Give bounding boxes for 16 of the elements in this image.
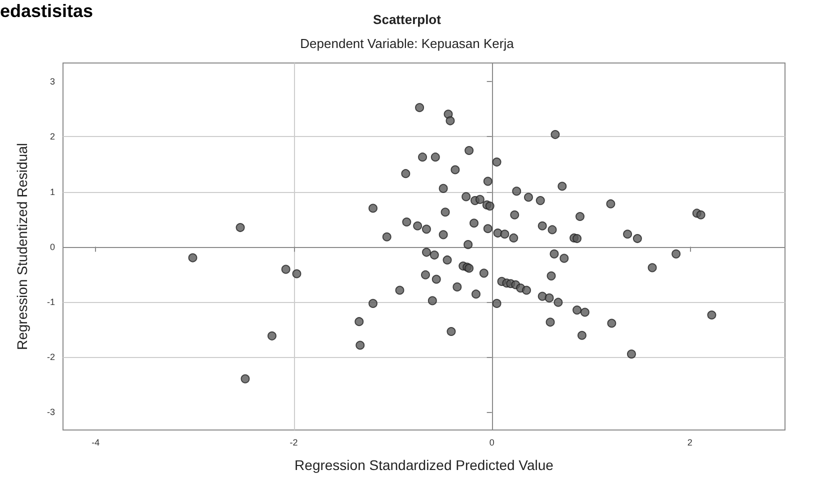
x-tick-label: 0 (489, 438, 494, 448)
chart-title: Scatterplot (373, 12, 442, 27)
y-tick-label: 2 (50, 132, 55, 142)
y-tick-label: 3 (50, 76, 55, 87)
y-tick-label: -3 (46, 406, 55, 417)
y-tick-label: -1 (46, 296, 55, 307)
x-tick-label: -4 (92, 438, 100, 448)
chart-subtitle: Dependent Variable: Kepuasan Kerja (300, 36, 515, 51)
y-tick-label: -2 (46, 352, 55, 362)
x-axis-title: Regression Standardized Predicted Value (294, 457, 554, 473)
x-tick-label: 2 (687, 438, 692, 448)
text: edastisitas (0, 1, 94, 21)
y-axis-title: Regression Studentized Residual (14, 142, 30, 350)
x-tick-label: -2 (290, 438, 298, 448)
y-tick-label: 1 (50, 186, 55, 197)
y-tick-label: 0 (50, 242, 55, 252)
